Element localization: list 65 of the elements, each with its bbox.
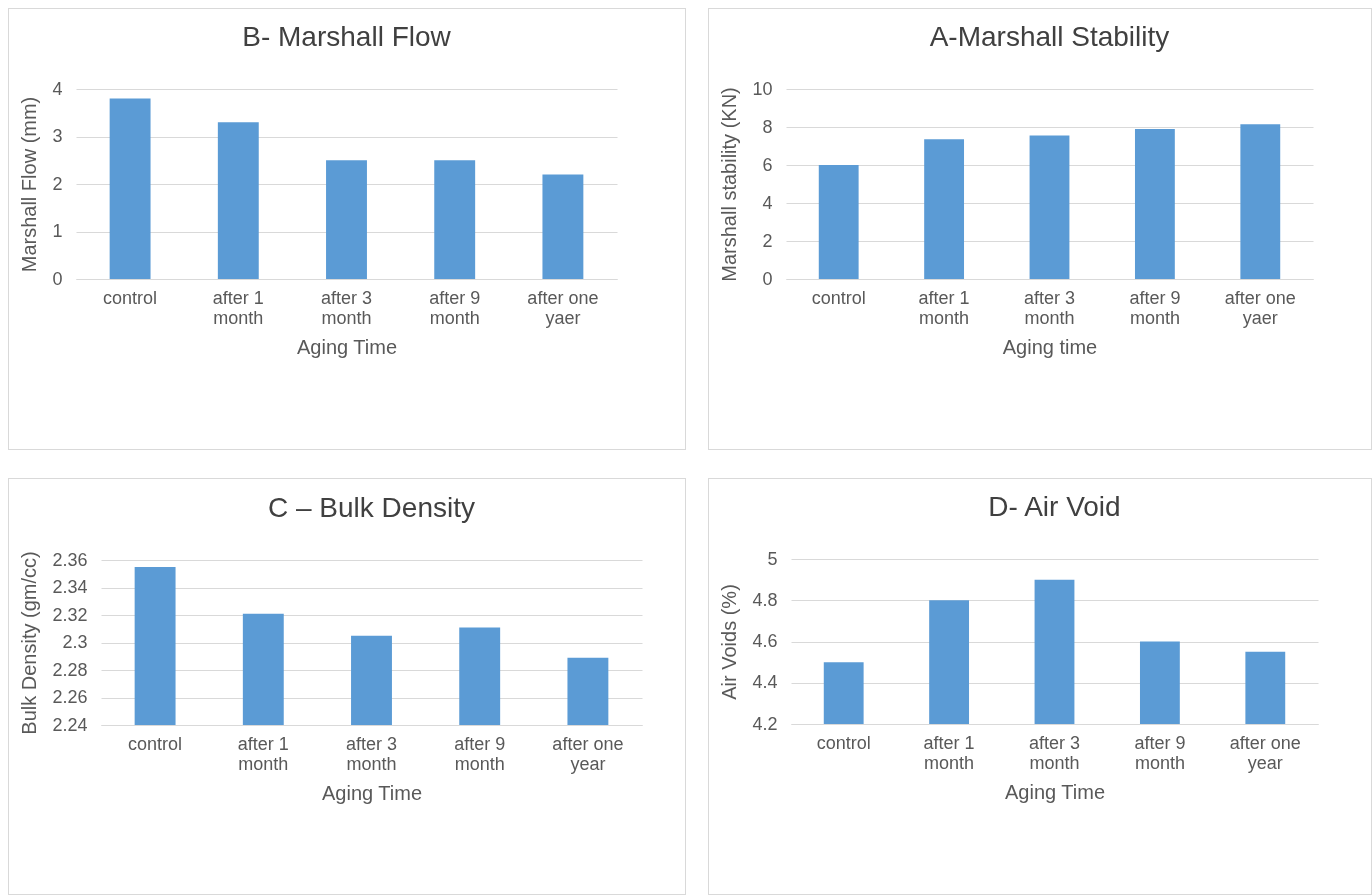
x-tick-label: after 3 month — [1028, 732, 1081, 773]
y-tick-label: 0 — [52, 268, 63, 289]
y-tick-label: 5 — [767, 548, 778, 569]
x-axis-title: Aging Time — [1004, 780, 1106, 803]
y-tick-label: 2 — [762, 230, 773, 251]
x-axis-title: Aging Time — [296, 335, 398, 358]
x-tick-label: after one yaer — [1224, 287, 1296, 328]
y-tick-label: 2.26 — [52, 687, 88, 707]
chart-title: D- Air Void — [988, 491, 1121, 522]
y-tick-label: 4.4 — [752, 672, 778, 693]
y-tick-label: 2.36 — [52, 549, 88, 570]
bar — [818, 165, 859, 279]
x-tick-label: after 9 month — [429, 287, 481, 328]
y-tick-label: 4.8 — [752, 589, 778, 610]
x-tick-label: after one year — [1229, 732, 1301, 773]
y-axis-title: Air Voids (%) — [718, 584, 741, 700]
x-tick-label: after 3 month — [320, 287, 373, 328]
x-tick-label: after one year — [552, 733, 624, 774]
bar — [1029, 135, 1070, 279]
y-tick-label: 3 — [52, 126, 63, 146]
y-tick-label: 4 — [762, 192, 773, 213]
y-tick-label: 2.32 — [52, 604, 88, 625]
x-tick-label: control — [816, 732, 871, 753]
y-axis-title: Bulk Density (gm/cc) — [18, 551, 41, 735]
x-tick-label: control — [128, 733, 183, 754]
y-axis-title: Marshall stability (KN) — [718, 87, 741, 282]
chart-title: A-Marshall Stability — [929, 21, 1170, 52]
bar — [1134, 128, 1175, 279]
bar — [924, 139, 965, 279]
bar — [326, 160, 367, 279]
y-tick-label: 2.24 — [52, 714, 88, 735]
y-tick-label: 2.34 — [52, 577, 88, 597]
bar — [434, 160, 476, 279]
y-tick-label: 4.6 — [752, 631, 778, 651]
x-tick-label: after 9 month — [1129, 287, 1181, 328]
x-tick-label: after 9 month — [1134, 732, 1186, 773]
x-tick-label: after 3 month — [345, 733, 398, 774]
x-tick-label: after 1 month — [237, 733, 289, 774]
y-tick-label: 8 — [762, 116, 773, 137]
bar — [1240, 124, 1281, 279]
y-tick-label: 0 — [762, 268, 773, 289]
x-tick-label: after 1 month — [212, 287, 264, 328]
y-tick-label: 10 — [752, 78, 773, 99]
y-tick-label: 6 — [762, 154, 773, 175]
x-tick-label: control — [103, 287, 158, 308]
x-tick-label: after 9 month — [454, 733, 506, 774]
chart-title: C – Bulk Density — [268, 491, 475, 523]
bar — [542, 174, 584, 279]
y-tick-label: 2 — [52, 173, 63, 194]
x-tick-label: after 3 month — [1023, 287, 1076, 328]
y-tick-label: 1 — [52, 221, 63, 241]
y-tick-label: 2.28 — [52, 659, 88, 680]
y-axis-title: Marshall Flow (mm) — [18, 96, 41, 273]
y-tick-label: 4.2 — [752, 713, 778, 734]
bar — [217, 122, 259, 279]
bar — [109, 98, 151, 279]
y-tick-label: 4 — [52, 78, 63, 99]
x-tick-label: after 1 month — [923, 732, 975, 773]
x-axis-title: Aging Time — [321, 781, 423, 804]
chart-title: B- Marshall Flow — [242, 21, 452, 52]
y-tick-label: 2.3 — [62, 632, 88, 652]
x-axis-title: Aging time — [1002, 335, 1098, 358]
x-tick-label: control — [811, 287, 866, 308]
x-tick-label: after 1 month — [918, 287, 970, 328]
x-tick-label: after one yaer — [527, 287, 599, 328]
